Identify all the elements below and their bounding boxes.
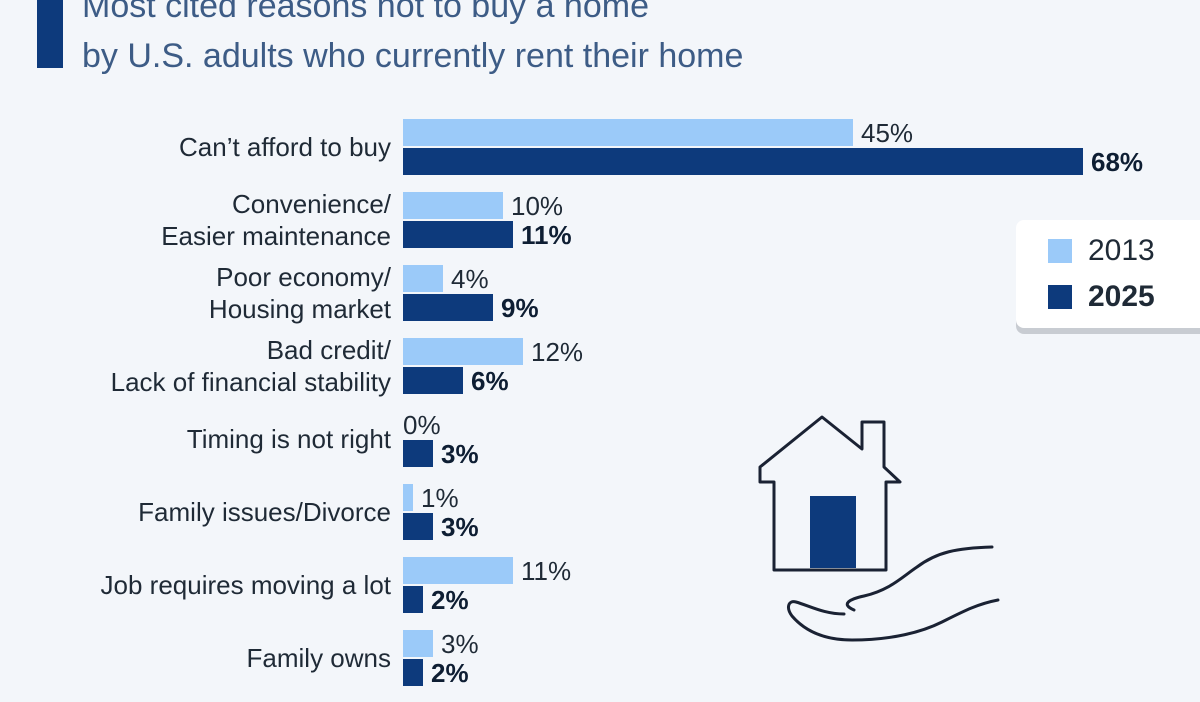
- chart-title-line-1: Most cited reasons not to buy a home: [82, 0, 649, 25]
- legend-label-2025: 2025: [1088, 280, 1155, 313]
- category-label-line: Lack of financial stability: [111, 367, 391, 397]
- data-label-2025: 2%: [431, 658, 469, 688]
- bar-2025: [403, 440, 433, 467]
- data-label-2013: 3%: [441, 629, 479, 659]
- data-label-2013: 4%: [451, 264, 489, 294]
- category-label: Family owns: [247, 643, 391, 673]
- data-label-2025: 9%: [501, 293, 539, 323]
- category-label: Timing is not right: [187, 424, 392, 454]
- data-label-2013: 45%: [861, 118, 913, 148]
- bar-2025: [403, 586, 423, 613]
- category-label: Family issues/Divorce: [138, 497, 391, 527]
- bar-2025: [403, 221, 513, 248]
- legend-item-2025: 2025: [1048, 280, 1155, 313]
- bar-2025: [403, 367, 463, 394]
- category-label-line: Easier maintenance: [161, 221, 391, 251]
- category-label-line: Family issues/Divorce: [138, 497, 391, 527]
- category-label: Bad credit/Lack of financial stability: [111, 335, 392, 397]
- bar-2013: [403, 338, 523, 365]
- category-label-line: Family owns: [247, 643, 391, 673]
- chart-title-line-2: by U.S. adults who currently rent their …: [82, 37, 744, 75]
- legend-item-2013: 2013: [1048, 234, 1155, 267]
- category-label-line: Timing is not right: [187, 424, 392, 454]
- category-label-line: Housing market: [209, 294, 392, 324]
- bar-2013: [403, 192, 503, 219]
- data-label-2025: 68%: [1091, 147, 1143, 177]
- category-label-line: Job requires moving a lot: [101, 570, 392, 600]
- legend: 2013 2025: [1016, 220, 1200, 328]
- bar-2025: [403, 659, 423, 686]
- bar-2025: [403, 148, 1083, 175]
- title-accent-bar: [37, 0, 63, 68]
- data-label-2013: 12%: [531, 337, 583, 367]
- bar-2013: [403, 119, 853, 146]
- category-label: Poor economy/Housing market: [209, 262, 392, 324]
- category-label: Job requires moving a lot: [101, 570, 392, 600]
- bar-2013: [403, 484, 413, 511]
- data-label-2025: 6%: [471, 366, 509, 396]
- data-label-2025: 3%: [441, 512, 479, 542]
- category-label-line: Poor economy/: [216, 262, 392, 292]
- bar-2025: [403, 513, 433, 540]
- bar-2013: [403, 557, 513, 584]
- data-label-2025: 3%: [441, 439, 479, 469]
- legend-swatch-2025: [1048, 285, 1072, 309]
- category-label-line: Can’t afford to buy: [179, 132, 391, 162]
- data-label-2013: 11%: [521, 556, 571, 586]
- bar-2013: [403, 630, 433, 657]
- bar-2013: [403, 265, 443, 292]
- legend-label-2013: 2013: [1088, 234, 1155, 267]
- category-label-line: Bad credit/: [267, 335, 392, 365]
- data-label-2013: 10%: [511, 191, 563, 221]
- data-label-2013: 1%: [421, 483, 459, 513]
- data-label-2013: 0%: [403, 410, 441, 440]
- bar-2025: [403, 294, 493, 321]
- category-label: Can’t afford to buy: [179, 132, 391, 162]
- legend-swatch-2013: [1048, 239, 1072, 263]
- data-label-2025: 2%: [431, 585, 469, 615]
- category-label: Convenience/Easier maintenance: [161, 189, 392, 251]
- house-in-hand-icon: [758, 415, 1000, 642]
- data-label-2025: 11%: [521, 220, 572, 250]
- category-label-line: Convenience/: [232, 189, 392, 219]
